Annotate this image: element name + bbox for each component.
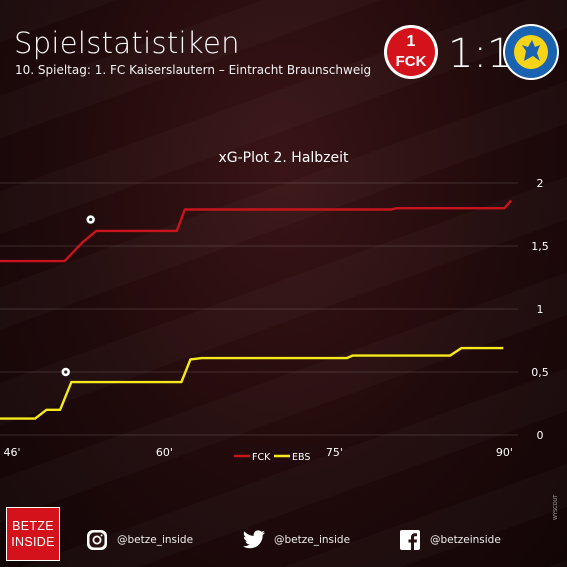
chart-legend: FCK EBS xyxy=(234,452,310,463)
y-axis-ticks: 2 1,5 1 0,5 0 xyxy=(531,177,549,442)
twitter-handle: @betze_inside xyxy=(274,534,351,546)
series-line-fck xyxy=(0,199,513,263)
chart-title: xG-Plot 2. Halbzeit xyxy=(218,150,349,166)
legend-item-fck: FCK xyxy=(234,452,271,463)
legend-label: EBS xyxy=(292,452,310,463)
page-title: Spielstatistiken xyxy=(14,26,240,60)
x-axis-ticks: 46' 60' 75' 90' xyxy=(3,446,512,459)
svg-text:1: 1 xyxy=(407,33,416,50)
y-tick-label: 0,5 xyxy=(531,366,549,379)
twitter-icon xyxy=(242,528,266,552)
instagram-link[interactable]: @betze_inside xyxy=(85,528,193,552)
facebook-icon xyxy=(398,528,422,552)
goal-ball-icon xyxy=(60,367,71,377)
series-line-ebs xyxy=(0,346,504,420)
legend-label: FCK xyxy=(252,452,271,463)
x-tick-label: 60' xyxy=(156,446,173,459)
wyscout-watermark: WYSCOUT xyxy=(553,494,559,520)
badge-line1: BETZE xyxy=(12,519,54,533)
y-tick-label: 0 xyxy=(537,429,544,442)
facebook-handle: @betzeinside xyxy=(430,534,501,546)
match-subtitle: 10. Spieltag: 1. FC Kaiserslautern – Ein… xyxy=(15,63,372,77)
fck-logo-icon: 1 FCK xyxy=(383,24,439,80)
x-tick-label: 90' xyxy=(496,446,513,459)
goal-ball-icon xyxy=(85,214,96,225)
y-tick-label: 2 xyxy=(537,177,544,190)
score: 1:1 xyxy=(448,31,513,77)
y-tick-label: 1 xyxy=(537,303,544,316)
chart-series xyxy=(0,199,513,420)
twitter-link[interactable]: @betze_inside xyxy=(242,528,350,552)
legend-item-ebs: EBS xyxy=(274,452,310,463)
badge-line2: INSIDE xyxy=(11,535,55,549)
instagram-icon xyxy=(85,528,109,552)
fck-logo-text: FCK xyxy=(396,53,427,70)
facebook-link[interactable]: @betzeinside xyxy=(398,528,501,552)
x-tick-label: 46' xyxy=(3,446,20,459)
x-tick-label: 75' xyxy=(326,446,343,459)
y-tick-label: 1,5 xyxy=(531,240,549,253)
chart-grid xyxy=(0,182,518,436)
braunschweig-logo-icon xyxy=(502,23,560,81)
instagram-handle: @betze_inside xyxy=(117,534,194,546)
betze-inside-badge: BETZE INSIDE xyxy=(6,507,60,561)
